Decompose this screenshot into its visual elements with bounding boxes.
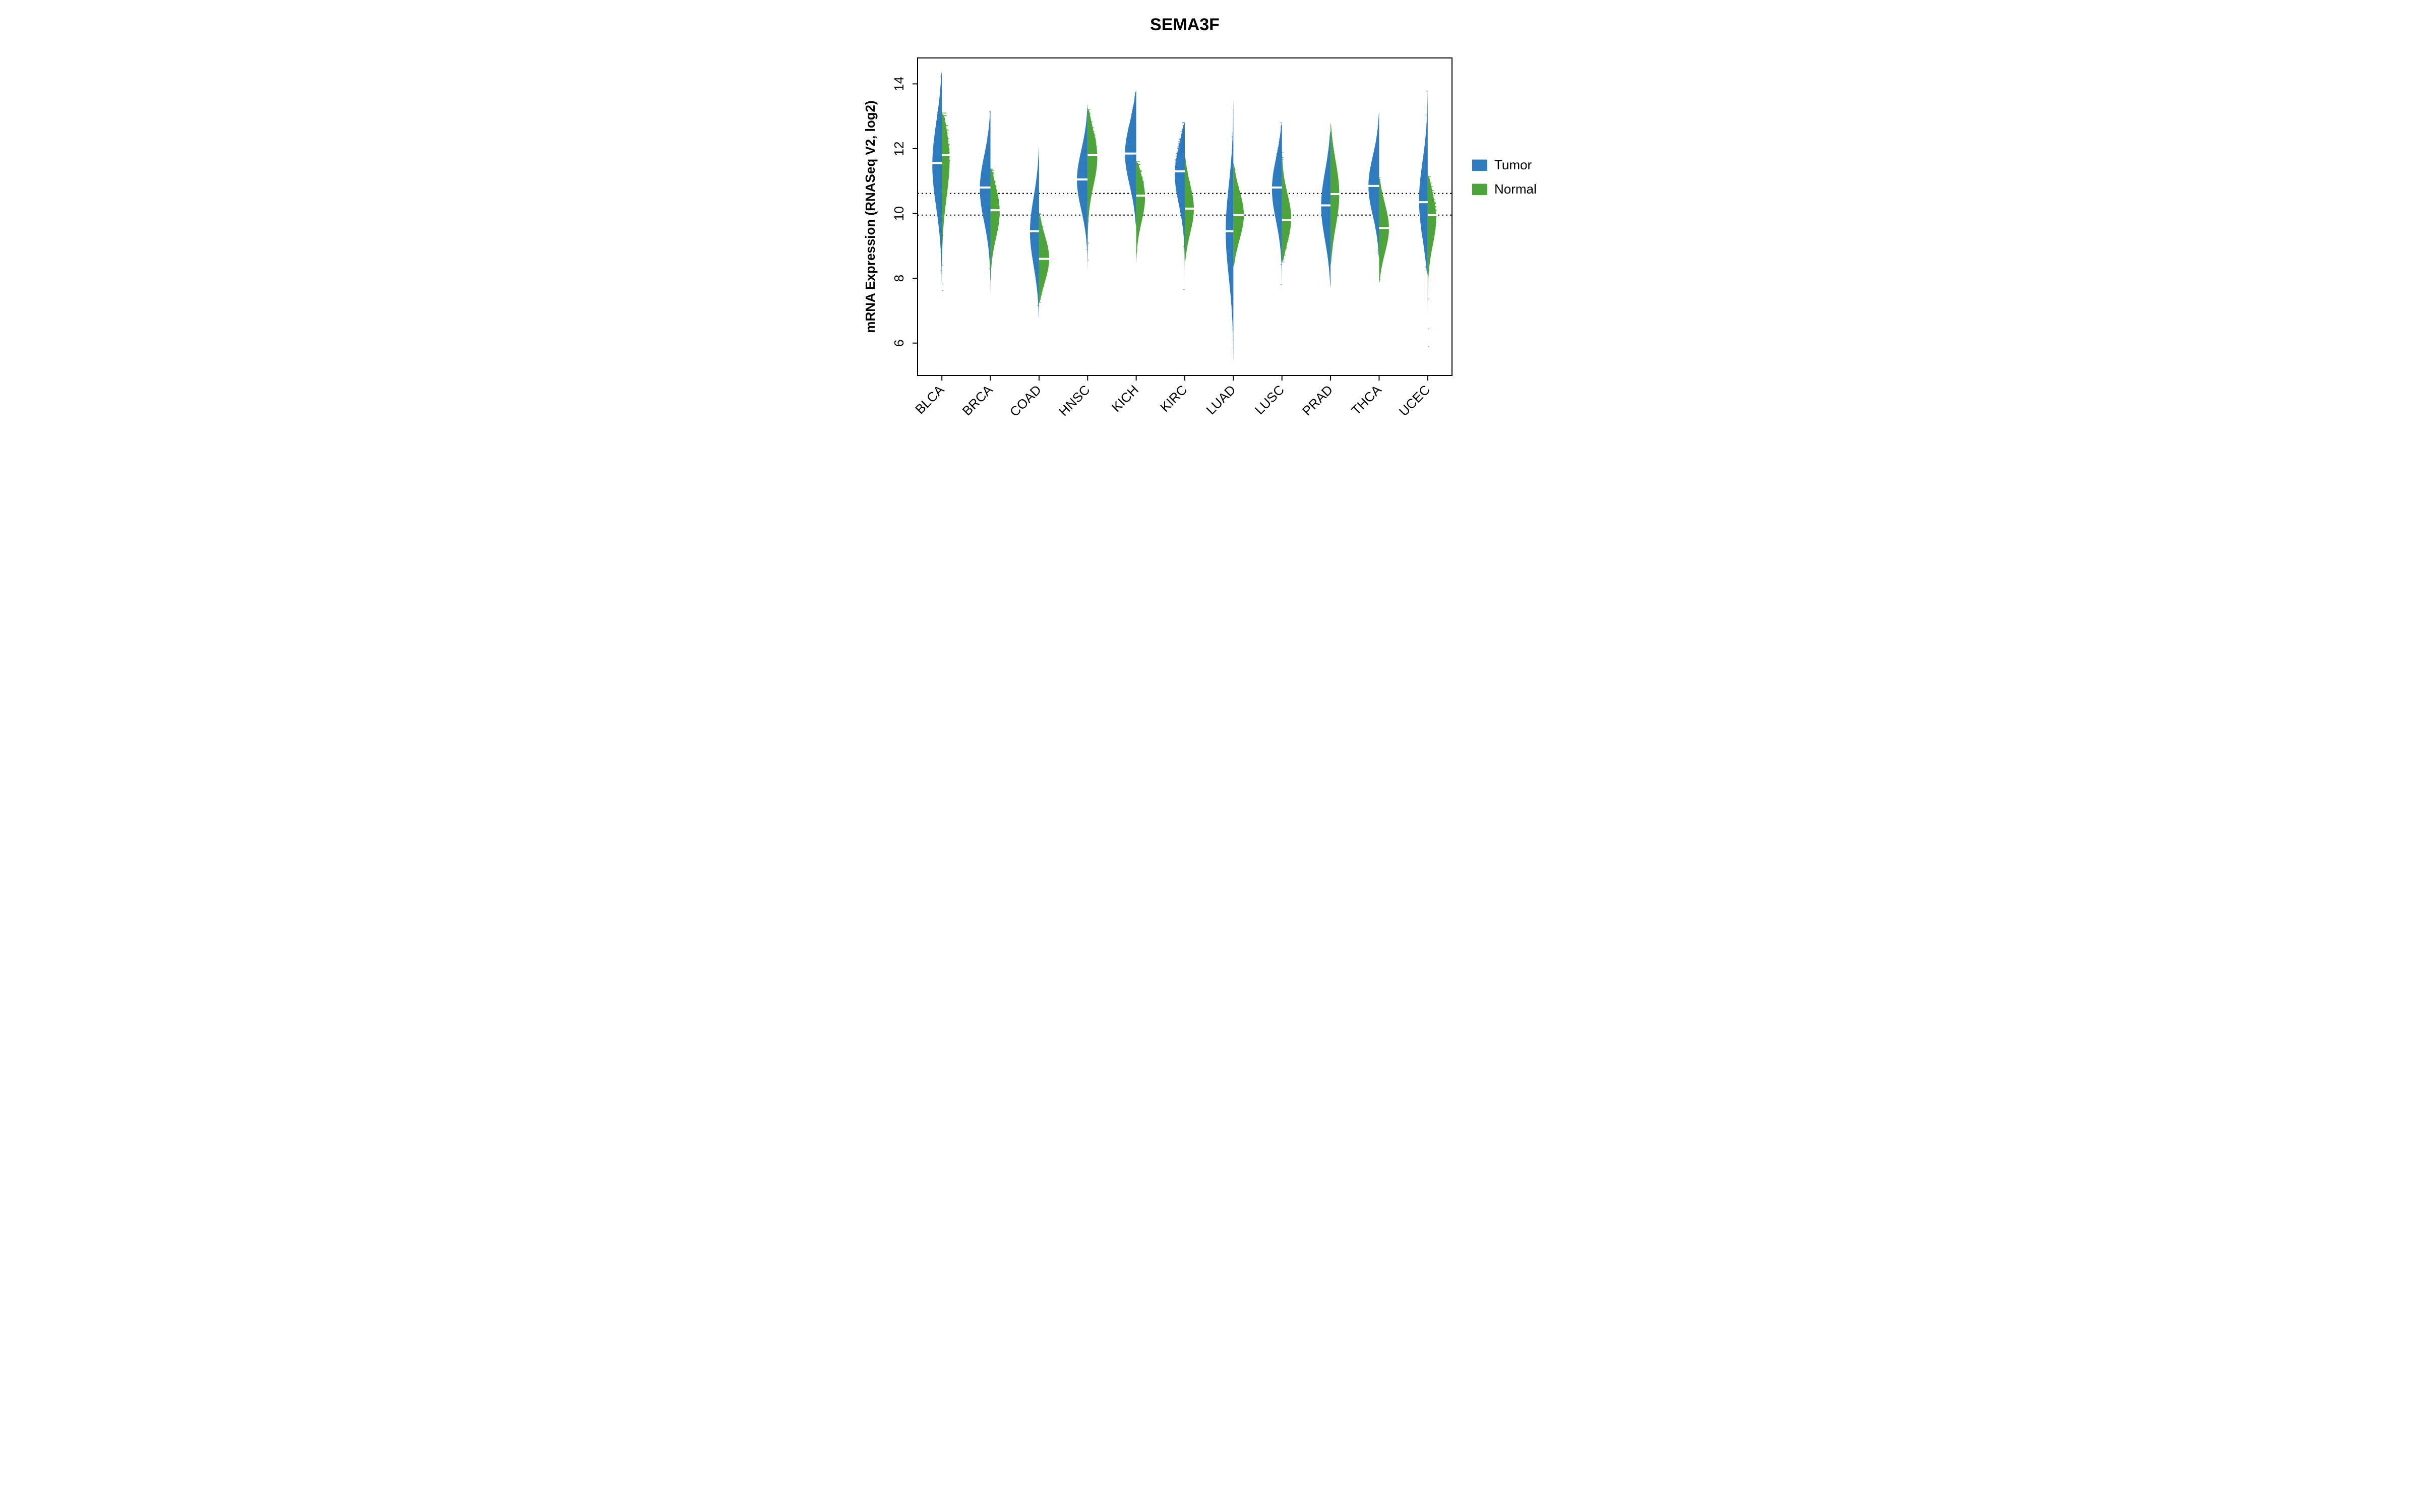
beanplot-chart: SEMA3F 6 8 10 12 14 mRNA Expression (RNASeq V2… bbox=[837, 0, 1583, 466]
y-axis-label: mRNA Expression (RNASeq V2, log2) bbox=[863, 100, 878, 333]
chart-title: SEMA3F bbox=[1150, 15, 1220, 34]
ytick-label: 14 bbox=[891, 77, 906, 91]
ytick-label: 6 bbox=[891, 339, 906, 346]
ytick-label: 12 bbox=[891, 142, 906, 156]
ytick-label: 8 bbox=[891, 275, 906, 282]
legend-swatch bbox=[1472, 160, 1487, 171]
legend-label: Tumor bbox=[1494, 157, 1532, 172]
legend-swatch bbox=[1472, 184, 1487, 196]
chart-svg: SEMA3F 6 8 10 12 14 mRNA Expression (RNASeq V2… bbox=[837, 0, 1583, 466]
legend-label: Normal bbox=[1494, 181, 1537, 197]
ytick-label: 10 bbox=[891, 206, 906, 221]
